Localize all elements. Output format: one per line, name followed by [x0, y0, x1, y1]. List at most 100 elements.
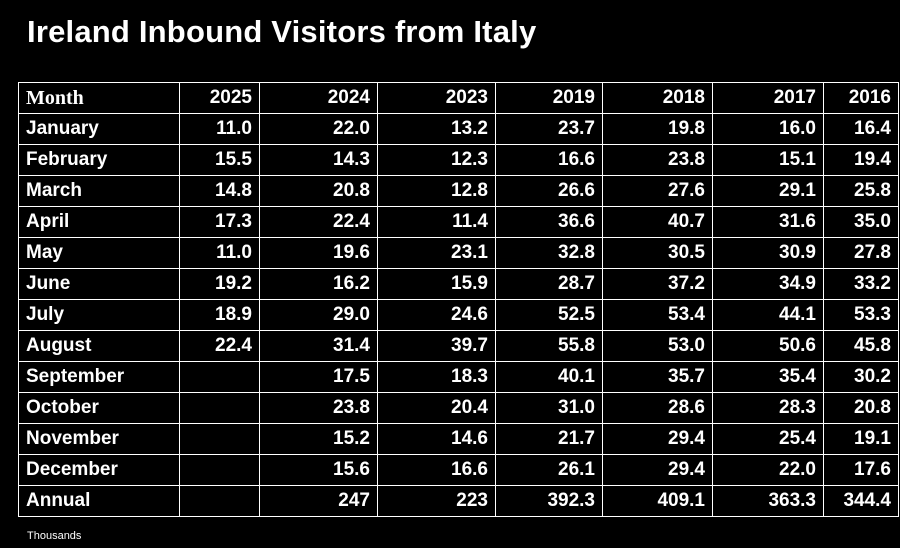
table-cell: 44.1	[712, 299, 824, 331]
table-row: November 15.2 14.6 21.7 29.4 25.4 19.1	[18, 423, 899, 455]
table-row: September 17.5 18.3 40.1 35.7 35.4 30.2	[18, 361, 899, 393]
column-header: 2025	[179, 82, 260, 114]
column-header: 2019	[495, 82, 603, 114]
table-row: December 15.6 16.6 26.1 29.4 22.0 17.6	[18, 454, 899, 486]
table-row: January 11.0 22.0 13.2 23.7 19.8 16.0 16.4	[18, 113, 899, 145]
table-cell: 29.0	[259, 299, 378, 331]
unit-footnote: Thousands	[27, 530, 82, 542]
row-label: October	[18, 392, 180, 424]
table-cell: 29.1	[712, 175, 824, 207]
table-cell: 40.7	[602, 206, 713, 238]
table-cell: 392.3	[495, 485, 603, 517]
table-cell: 31.4	[259, 330, 378, 362]
table-header-row: Month 2025 2024 2023 2019 2018 2017 2016	[18, 82, 899, 114]
table-cell: 18.9	[179, 299, 260, 331]
table-cell	[179, 454, 260, 486]
table-cell	[179, 392, 260, 424]
visitors-table: Month 2025 2024 2023 2019 2018 2017 2016…	[18, 82, 899, 517]
table-cell: 20.4	[377, 392, 496, 424]
table-cell: 53.4	[602, 299, 713, 331]
table-cell: 35.0	[823, 206, 899, 238]
table-cell: 15.6	[259, 454, 378, 486]
table-cell: 32.8	[495, 237, 603, 269]
table-cell: 17.6	[823, 454, 899, 486]
column-header: 2023	[377, 82, 496, 114]
table-cell: 363.3	[712, 485, 824, 517]
table-row: October 23.8 20.4 31.0 28.6 28.3 20.8	[18, 392, 899, 424]
table-cell: 16.0	[712, 113, 824, 145]
table-cell: 40.1	[495, 361, 603, 393]
table-cell: 28.6	[602, 392, 713, 424]
table-cell: 53.3	[823, 299, 899, 331]
table-cell: 12.3	[377, 144, 496, 176]
table-cell: 22.4	[259, 206, 378, 238]
table-cell: 31.0	[495, 392, 603, 424]
table-cell: 29.4	[602, 454, 713, 486]
table-cell	[179, 361, 260, 393]
table-cell: 29.4	[602, 423, 713, 455]
row-label: March	[18, 175, 180, 207]
table-body: January 11.0 22.0 13.2 23.7 19.8 16.0 16.4 Febru…	[18, 113, 899, 517]
table-cell: 23.8	[602, 144, 713, 176]
table-cell: 26.6	[495, 175, 603, 207]
table-cell: 15.1	[712, 144, 824, 176]
table-cell: 33.2	[823, 268, 899, 300]
table-cell: 19.6	[259, 237, 378, 269]
table-cell: 16.2	[259, 268, 378, 300]
table-cell: 19.8	[602, 113, 713, 145]
table-cell: 18.3	[377, 361, 496, 393]
table-cell: 24.6	[377, 299, 496, 331]
table-cell: 31.6	[712, 206, 824, 238]
table-row: July 18.9 29.0 24.6 52.5 53.4 44.1 53.3	[18, 299, 899, 331]
table-cell: 409.1	[602, 485, 713, 517]
table-cell: 23.8	[259, 392, 378, 424]
column-header: Month	[18, 82, 180, 114]
table-cell: 17.3	[179, 206, 260, 238]
table-cell: 19.1	[823, 423, 899, 455]
table-cell: 14.8	[179, 175, 260, 207]
row-label: January	[18, 113, 180, 145]
table-cell: 15.5	[179, 144, 260, 176]
table-cell: 247	[259, 485, 378, 517]
table-row: Annual 247 223 392.3 409.1 363.3 344.4	[18, 485, 899, 517]
table-row: March 14.8 20.8 12.8 26.6 27.6 29.1 25.8	[18, 175, 899, 207]
table-cell: 15.2	[259, 423, 378, 455]
table-cell: 13.2	[377, 113, 496, 145]
table-cell	[179, 485, 260, 517]
table-cell: 17.5	[259, 361, 378, 393]
table-cell: 23.7	[495, 113, 603, 145]
table-cell: 19.2	[179, 268, 260, 300]
table-cell: 35.7	[602, 361, 713, 393]
table-cell: 21.7	[495, 423, 603, 455]
row-label: Annual	[18, 485, 180, 517]
table-cell: 52.5	[495, 299, 603, 331]
row-label: April	[18, 206, 180, 238]
column-header: 2018	[602, 82, 713, 114]
table-cell: 22.4	[179, 330, 260, 362]
table-cell: 53.0	[602, 330, 713, 362]
table-cell: 34.9	[712, 268, 824, 300]
table-cell: 30.2	[823, 361, 899, 393]
table-cell: 23.1	[377, 237, 496, 269]
table-cell: 15.9	[377, 268, 496, 300]
table-cell: 39.7	[377, 330, 496, 362]
table-cell: 30.5	[602, 237, 713, 269]
table-cell: 223	[377, 485, 496, 517]
table-cell: 22.0	[259, 113, 378, 145]
row-label: July	[18, 299, 180, 331]
table-cell: 26.1	[495, 454, 603, 486]
table-cell: 28.7	[495, 268, 603, 300]
table-row: February 15.5 14.3 12.3 16.6 23.8 15.1 19.4	[18, 144, 899, 176]
table-cell: 11.0	[179, 113, 260, 145]
table-row: May 11.0 19.6 23.1 32.8 30.5 30.9 27.8	[18, 237, 899, 269]
row-label: December	[18, 454, 180, 486]
table-cell: 19.4	[823, 144, 899, 176]
table-cell: 27.6	[602, 175, 713, 207]
table-row: April 17.3 22.4 11.4 36.6 40.7 31.6 35.0	[18, 206, 899, 238]
page-title: Ireland Inbound Visitors from Italy	[27, 14, 537, 49]
table-cell: 37.2	[602, 268, 713, 300]
table-cell: 16.6	[377, 454, 496, 486]
table-cell: 22.0	[712, 454, 824, 486]
column-header: 2017	[712, 82, 824, 114]
table-cell: 11.0	[179, 237, 260, 269]
